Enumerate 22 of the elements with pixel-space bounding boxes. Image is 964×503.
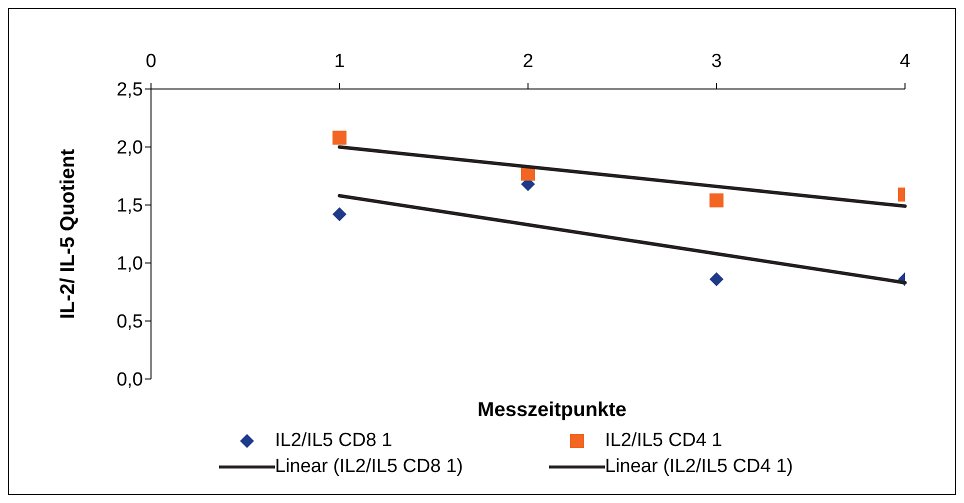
x-tick-label: 0 bbox=[146, 51, 156, 72]
y-tick-label: 0,0 bbox=[116, 370, 143, 391]
y-tick-label: 1,5 bbox=[116, 196, 143, 217]
y-axis-title: IL-2/ IL-5 Quotient bbox=[57, 148, 80, 319]
y-tick-label: 2,5 bbox=[116, 80, 143, 101]
legend-label: Linear (IL2/IL5 CD8 1) bbox=[275, 456, 463, 478]
line-series bbox=[338, 145, 907, 208]
point bbox=[332, 130, 346, 145]
y-tick-label: 1,0 bbox=[116, 254, 143, 275]
x-axis-title: Messzeitpunkte bbox=[476, 399, 628, 422]
legend-label: IL2/IL5 CD8 1 bbox=[275, 430, 392, 452]
point bbox=[332, 207, 346, 222]
y-tick-label: 0,5 bbox=[116, 312, 143, 333]
y-tick-label: 2,0 bbox=[116, 138, 143, 159]
point bbox=[710, 193, 724, 208]
legend-label: Linear (IL2/IL5 CD4 1) bbox=[605, 456, 793, 478]
x-tick-label: 3 bbox=[711, 51, 722, 72]
x-tick-label: 4 bbox=[900, 51, 911, 72]
x-tick-label: 2 bbox=[522, 51, 534, 72]
legend-label: IL2/IL5 CD4 1 bbox=[605, 430, 722, 452]
x-tick-label: 1 bbox=[334, 51, 345, 72]
point bbox=[710, 272, 724, 286]
